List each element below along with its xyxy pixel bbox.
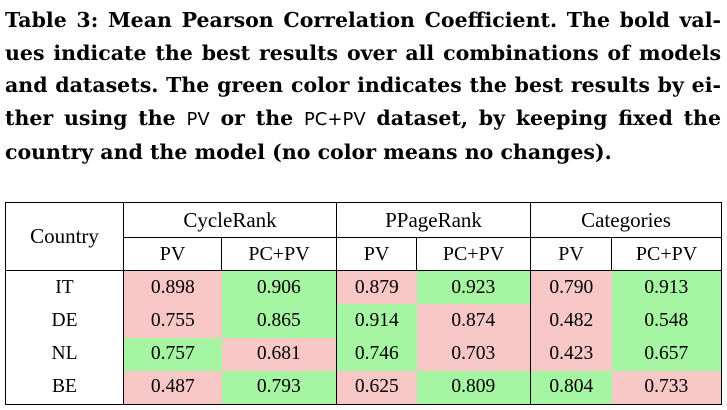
value-cell: 0.790 bbox=[530, 270, 612, 305]
value-cell: 0.482 bbox=[530, 304, 612, 338]
table-row: NL 0.757 0.681 0.746 0.703 0.423 0.657 bbox=[6, 337, 722, 371]
group-header-ppagerank: PPageRank bbox=[335, 202, 531, 238]
table-row: BE 0.487 0.793 0.625 0.809 0.804 0.733 bbox=[6, 370, 722, 405]
value-cell: 0.879 bbox=[336, 270, 417, 305]
value-cell: 0.898 bbox=[123, 270, 222, 305]
subheader-pv: PV bbox=[336, 237, 417, 272]
value-cell: 0.703 bbox=[416, 337, 531, 371]
caption-line-1: Table 3: Mean Pearson Correlation Coeffi… bbox=[5, 8, 721, 32]
subheader-pv: PV bbox=[530, 237, 612, 272]
group-header-cyclerank: CycleRank bbox=[123, 202, 337, 238]
value-cell-best: 0.914 bbox=[336, 304, 417, 338]
caption-text: ther using the bbox=[5, 105, 187, 130]
caption-line-4: ther using the PV or the PC+PV dataset, … bbox=[5, 102, 721, 137]
value-cell: 0.793 bbox=[221, 370, 337, 405]
value-cell: 0.746 bbox=[336, 337, 417, 371]
value-cell: 0.865 bbox=[221, 304, 337, 338]
group-header-categories: Categories bbox=[530, 202, 722, 238]
table-caption: Table 3: Mean Pearson Correlation Coeffi… bbox=[5, 4, 721, 169]
caption-line-2: ues indicate the best results over all c… bbox=[5, 40, 721, 65]
country-cell: BE bbox=[52, 376, 77, 398]
value-cell: 0.681 bbox=[221, 337, 337, 371]
caption-pv-term: PV bbox=[186, 108, 210, 130]
caption-line-3: and datasets. The green color indicates … bbox=[5, 73, 721, 97]
value-cell: 0.913 bbox=[611, 270, 722, 305]
subheader-pcpv: PC+PV bbox=[611, 237, 722, 272]
table-row: DE 0.755 0.865 0.914 0.874 0.482 0.548 bbox=[6, 304, 722, 338]
caption-text: or the bbox=[209, 105, 304, 130]
caption-line-5: country and the model (no color means no… bbox=[5, 140, 612, 164]
results-table: Country CycleRank PPageRank Categories P… bbox=[5, 202, 723, 405]
value-cell: 0.625 bbox=[336, 370, 417, 405]
value-cell: 0.423 bbox=[530, 337, 612, 371]
value-cell-best: 0.809 bbox=[416, 370, 531, 405]
table-row: IT 0.898 0.906 0.879 0.923 0.790 0.913 bbox=[6, 270, 722, 305]
value-cell: 0.548 bbox=[611, 304, 722, 338]
country-cell: IT bbox=[55, 276, 74, 298]
value-cell-best: 0.923 bbox=[416, 270, 531, 305]
value-cell: 0.874 bbox=[416, 304, 531, 338]
value-cell-best: 0.757 bbox=[123, 337, 222, 371]
country-cell: DE bbox=[51, 310, 78, 332]
country-cell: NL bbox=[51, 343, 78, 365]
value-cell: 0.906 bbox=[221, 270, 337, 305]
value-cell: 0.487 bbox=[123, 370, 222, 405]
value-cell: 0.804 bbox=[530, 370, 612, 405]
country-header: Country bbox=[5, 202, 124, 272]
subheader-pcpv: PC+PV bbox=[415, 237, 531, 272]
subheader-pcpv: PC+PV bbox=[221, 237, 337, 272]
caption-pcpv-term: PC+PV bbox=[303, 108, 366, 130]
value-cell: 0.755 bbox=[123, 304, 222, 338]
value-cell: 0.657 bbox=[611, 337, 722, 371]
value-cell: 0.733 bbox=[611, 370, 722, 405]
caption-text: dataset, by keeping fixed the bbox=[365, 105, 721, 130]
subheader-pv: PV bbox=[123, 237, 222, 272]
